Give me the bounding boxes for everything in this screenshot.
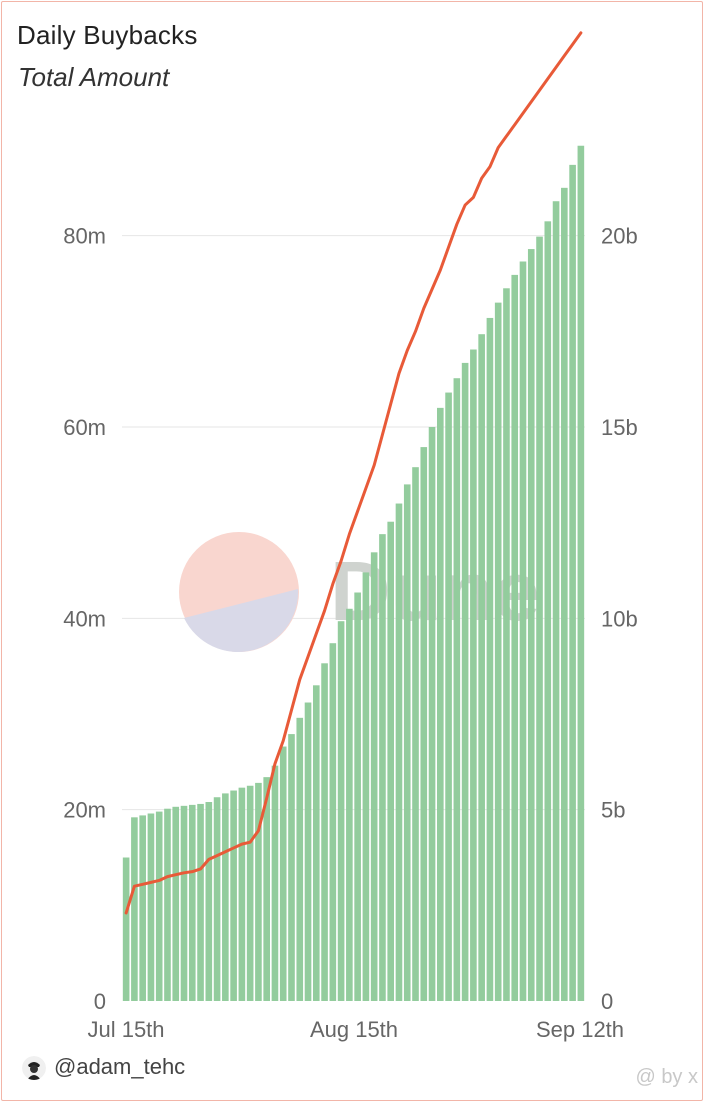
bar [271, 765, 279, 1001]
bar [552, 201, 560, 1001]
bar [370, 552, 378, 1001]
bar [139, 815, 146, 1001]
bar [453, 378, 461, 1002]
bar [544, 221, 552, 1002]
bar [403, 484, 411, 1001]
bar [197, 803, 204, 1001]
bar [387, 521, 395, 1001]
bar [362, 572, 370, 1001]
bar [412, 467, 419, 1001]
bar [395, 503, 403, 1001]
bar [172, 806, 180, 1001]
x-tick-label: Aug 15th [310, 1017, 398, 1042]
bar [461, 362, 469, 1001]
bar [321, 663, 328, 1001]
bar [428, 427, 436, 1001]
y-left-tick-label: 80m [63, 224, 106, 249]
bar [180, 805, 188, 1001]
bar [329, 643, 337, 1001]
y-right-tick-label: 20b [601, 224, 638, 249]
x-tick-label: Sep 12th [536, 1017, 624, 1042]
bar [279, 746, 287, 1001]
bar [230, 790, 237, 1001]
bar [569, 164, 576, 1001]
bar [354, 592, 361, 1001]
x-tick-label: Jul 15th [87, 1017, 164, 1042]
bar [188, 804, 196, 1001]
footer-username[interactable]: @adam_tehc [54, 1054, 186, 1079]
bar [503, 288, 510, 1001]
bar [312, 685, 320, 1001]
bar [511, 274, 519, 1001]
bar [205, 802, 213, 1001]
bar [437, 407, 444, 1001]
y-left-tick-label: 0 [94, 989, 106, 1014]
y-left-tick-label: 40m [63, 606, 106, 631]
bar [346, 608, 353, 1001]
chart-subtitle: Total Amount [18, 62, 170, 92]
bar [420, 447, 428, 1002]
bar [379, 534, 386, 1001]
y-left-tick-label: 20m [63, 798, 106, 823]
bar [470, 349, 477, 1001]
bar [536, 236, 543, 1001]
bar [304, 702, 312, 1001]
bar [147, 813, 155, 1001]
bar [255, 782, 262, 1001]
bar [164, 808, 171, 1001]
bar [519, 261, 527, 1001]
cumulative-line [124, 31, 583, 915]
bar [155, 811, 163, 1001]
bar [246, 785, 254, 1001]
y-left-tick-label: 60m [63, 415, 106, 440]
footer-tag: @ by x [635, 1066, 698, 1088]
bar [263, 777, 270, 1001]
y-right-tick-label: 0 [601, 989, 613, 1014]
y-right-tick-label: 10b [601, 606, 638, 631]
bar [527, 249, 535, 1001]
bar [288, 734, 295, 1001]
bar [238, 787, 246, 1001]
bar [213, 797, 221, 1001]
bar [131, 817, 138, 1001]
bar [561, 187, 568, 1002]
watermark-circle-bottom [184, 589, 299, 653]
y-right-tick-label: 15b [601, 415, 638, 440]
bar [122, 857, 130, 1001]
bar [478, 334, 485, 1001]
bar [222, 793, 229, 1001]
bar [494, 302, 502, 1002]
chart-title: Daily Buybacks [17, 20, 198, 50]
bar [577, 145, 585, 1002]
bar [486, 317, 494, 1001]
user-avatar-icon [22, 1056, 46, 1080]
bar [296, 717, 304, 1001]
avatar [22, 1056, 46, 1080]
bar [445, 392, 452, 1001]
bar [337, 621, 345, 1001]
y-right-tick-label: 5b [601, 798, 625, 823]
